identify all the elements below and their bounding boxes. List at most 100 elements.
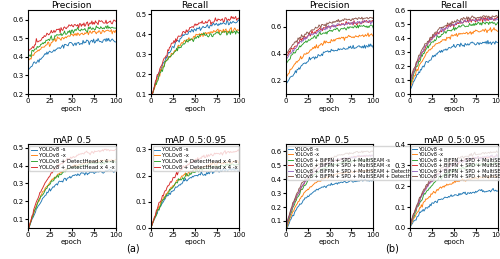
YOLOv8 -s bbox=[300, 62, 306, 65]
YOLOv8 + BiFPN + SPD + MultiSEAM -s bbox=[494, 21, 500, 24]
YOLOv8 + BiFPN + SPD + MultiSEAM -x bbox=[336, 157, 342, 161]
YOLOv8 + DetectHead x 4 -x bbox=[46, 33, 52, 37]
YOLOv8 + BiFPN + SPD + MultiSEAM -s bbox=[367, 24, 373, 27]
YOLOv8 + BiFPN + SPD + MultiSEAM + DetectHead x 4 -x bbox=[408, 220, 414, 224]
YOLOv8 -s bbox=[328, 48, 334, 51]
YOLOv8 -s bbox=[408, 87, 414, 90]
YOLOv8 + DetectHead x 4 -x bbox=[236, 150, 242, 153]
YOLOv8 + BiFPN + SPD + MultiSEAM + DetectHead x 4 -s bbox=[460, 22, 466, 25]
YOLOv8 + BiFPN + SPD + MultiSEAM + DetectHead x 4 -s bbox=[408, 78, 414, 82]
YOLOv8 + DetectHead x 4 -x bbox=[42, 181, 48, 184]
Line: YOLOv8 + BiFPN + SPD + MultiSEAM + DetectHead x 4 -s: YOLOv8 + BiFPN + SPD + MultiSEAM + Detec… bbox=[411, 154, 498, 223]
YOLOv8 + DetectHead x 4 -s bbox=[194, 35, 200, 39]
YOLOv8 + DetectHead x 4 -s bbox=[166, 192, 172, 195]
Line: YOLOv8 + BiFPN + SPD + MultiSEAM -s: YOLOv8 + BiFPN + SPD + MultiSEAM -s bbox=[411, 162, 498, 224]
YOLOv8 + BiFPN + SPD + MultiSEAM + DetectHead x 4 -x bbox=[284, 52, 290, 55]
Line: YOLOv8 + BiFPN + SPD + MultiSEAM -s: YOLOv8 + BiFPN + SPD + MultiSEAM -s bbox=[286, 159, 374, 227]
YOLOv8 + BiFPN + SPD + MultiSEAM -s bbox=[424, 189, 430, 192]
YOLOv8 -x bbox=[493, 174, 499, 177]
YOLOv8 + BiFPN + SPD + MultiSEAM -x bbox=[366, 155, 372, 158]
YOLOv8 + BiFPN + SPD + MultiSEAM + DetectHead x 4 -s bbox=[336, 157, 342, 160]
YOLOv8 + DetectHead x 4 -x bbox=[236, 16, 242, 19]
YOLOv8 + BiFPN + SPD + MultiSEAM + DetectHead x 4 -s bbox=[336, 22, 342, 25]
YOLOv8 + DetectHead x 4 -s bbox=[108, 27, 114, 30]
Line: YOLOv8 + BiFPN + SPD + MultiSEAM + DetectHead x 4 -s: YOLOv8 + BiFPN + SPD + MultiSEAM + Detec… bbox=[286, 20, 374, 59]
YOLOv8 -s bbox=[490, 187, 496, 190]
YOLOv8 + BiFPN + SPD + MultiSEAM -x bbox=[460, 21, 466, 25]
YOLOv8 + DetectHead x 4 -s bbox=[72, 29, 78, 32]
Line: YOLOv8 + BiFPN + SPD + MultiSEAM -x: YOLOv8 + BiFPN + SPD + MultiSEAM -x bbox=[411, 17, 498, 80]
YOLOv8 -s bbox=[491, 41, 497, 44]
YOLOv8 + BiFPN + SPD + MultiSEAM + DetectHead x 4 -s bbox=[364, 154, 370, 157]
YOLOv8 + BiFPN + SPD + MultiSEAM + DetectHead x 4 -x bbox=[304, 31, 310, 34]
Legend: YOLOv8 -s, YOLOv8 -x, YOLOv8 + DetectHead x 4 -s, YOLOv8 + DetectHead x 4 -x: YOLOv8 -s, YOLOv8 -x, YOLOv8 + DetectHea… bbox=[29, 146, 116, 171]
YOLOv8 + DetectHead x 4 -x bbox=[106, 21, 112, 24]
YOLOv8 + DetectHead x 4 -x bbox=[230, 15, 236, 18]
YOLOv8 -s bbox=[78, 172, 84, 175]
YOLOv8 + BiFPN + SPD + MultiSEAM -x bbox=[328, 160, 334, 163]
YOLOv8 + BiFPN + SPD + MultiSEAM -s bbox=[336, 162, 342, 166]
YOLOv8 + BiFPN + SPD + MultiSEAM -x bbox=[284, 224, 290, 227]
YOLOv8 -s bbox=[149, 224, 155, 227]
YOLOv8 + BiFPN + SPD + MultiSEAM -x bbox=[494, 154, 500, 157]
YOLOv8 + DetectHead x 4 -x bbox=[201, 22, 207, 25]
X-axis label: epoch: epoch bbox=[443, 240, 464, 246]
YOLOv8 -s bbox=[460, 192, 466, 195]
YOLOv8 + BiFPN + SPD + MultiSEAM -x bbox=[490, 18, 496, 21]
YOLOv8 -s bbox=[78, 42, 84, 45]
YOLOv8 -s bbox=[336, 47, 342, 50]
YOLOv8 + DetectHead x 4 -s bbox=[105, 24, 111, 27]
YOLOv8 + DetectHead x 4 -s bbox=[232, 163, 238, 166]
YOLOv8 + BiFPN + SPD + MultiSEAM + DetectHead x 4 -x bbox=[300, 180, 306, 183]
YOLOv8 + BiFPN + SPD + MultiSEAM + DetectHead x 4 -s bbox=[490, 156, 496, 159]
YOLOv8 + BiFPN + SPD + MultiSEAM -s bbox=[460, 166, 466, 169]
YOLOv8 -x bbox=[42, 44, 48, 47]
YOLOv8 + DetectHead x 4 -s bbox=[169, 53, 175, 56]
YOLOv8 + BiFPN + SPD + MultiSEAM -x bbox=[366, 21, 372, 24]
YOLOv8 + BiFPN + SPD + MultiSEAM -x bbox=[328, 25, 334, 28]
YOLOv8 + BiFPN + SPD + MultiSEAM + DetectHead x 4 -x bbox=[428, 178, 434, 181]
YOLOv8 + BiFPN + SPD + MultiSEAM + DetectHead x 4 -x bbox=[494, 16, 500, 19]
YOLOv8 + DetectHead x 4 -s bbox=[26, 55, 32, 58]
YOLOv8 -x bbox=[228, 26, 234, 29]
YOLOv8 + DetectHead x 4 -x bbox=[46, 176, 52, 179]
Line: YOLOv8 + BiFPN + SPD + MultiSEAM + DetectHead x 4 -s: YOLOv8 + BiFPN + SPD + MultiSEAM + Detec… bbox=[411, 18, 498, 80]
YOLOv8 + BiFPN + SPD + MultiSEAM + DetectHead x 4 -s bbox=[304, 37, 310, 40]
YOLOv8 -s bbox=[220, 167, 226, 170]
YOLOv8 + BiFPN + SPD + MultiSEAM + DetectHead x 4 -x bbox=[494, 14, 500, 17]
YOLOv8 -x bbox=[70, 34, 76, 38]
YOLOv8 + BiFPN + SPD + MultiSEAM -x bbox=[494, 154, 500, 157]
YOLOv8 -x bbox=[304, 51, 310, 54]
YOLOv8 -s bbox=[424, 207, 430, 210]
YOLOv8 + DetectHead x 4 -s bbox=[232, 30, 238, 33]
YOLOv8 + DetectHead x 4 -x bbox=[236, 148, 242, 151]
YOLOv8 -x bbox=[106, 29, 112, 32]
YOLOv8 + BiFPN + SPD + MultiSEAM -x bbox=[452, 23, 458, 26]
YOLOv8 -x bbox=[232, 160, 238, 163]
YOLOv8 -s bbox=[366, 42, 372, 46]
YOLOv8 -x bbox=[201, 166, 207, 169]
YOLOv8 -x bbox=[491, 26, 497, 29]
YOLOv8 + DetectHead x 4 -s bbox=[42, 189, 48, 192]
YOLOv8 + DetectHead x 4 -x bbox=[229, 150, 235, 154]
Line: YOLOv8 + DetectHead x 4 -x: YOLOv8 + DetectHead x 4 -x bbox=[28, 20, 116, 51]
YOLOv8 + BiFPN + SPD + MultiSEAM -s bbox=[494, 161, 500, 164]
YOLOv8 + BiFPN + SPD + MultiSEAM -s bbox=[284, 225, 290, 228]
Line: YOLOv8 -s: YOLOv8 -s bbox=[286, 44, 374, 83]
YOLOv8 -s bbox=[169, 45, 175, 48]
YOLOv8 -x bbox=[42, 186, 48, 190]
YOLOv8 -x bbox=[112, 158, 118, 161]
YOLOv8 + BiFPN + SPD + MultiSEAM -s bbox=[356, 24, 362, 27]
YOLOv8 -x bbox=[488, 30, 494, 33]
YOLOv8 + DetectHead x 4 -s bbox=[201, 167, 207, 170]
Title: Recall: Recall bbox=[182, 1, 208, 10]
YOLOv8 -s bbox=[232, 21, 238, 24]
YOLOv8 + DetectHead x 4 -x bbox=[42, 35, 48, 38]
Title: Precision: Precision bbox=[310, 1, 350, 10]
YOLOv8 -s bbox=[300, 198, 306, 202]
YOLOv8 -x bbox=[494, 30, 500, 33]
YOLOv8 + BiFPN + SPD + MultiSEAM -s bbox=[364, 158, 370, 161]
YOLOv8 + BiFPN + SPD + MultiSEAM + DetectHead x 4 -s bbox=[424, 185, 430, 188]
YOLOv8 + BiFPN + SPD + MultiSEAM -x bbox=[304, 178, 310, 181]
YOLOv8 -s bbox=[112, 169, 118, 172]
